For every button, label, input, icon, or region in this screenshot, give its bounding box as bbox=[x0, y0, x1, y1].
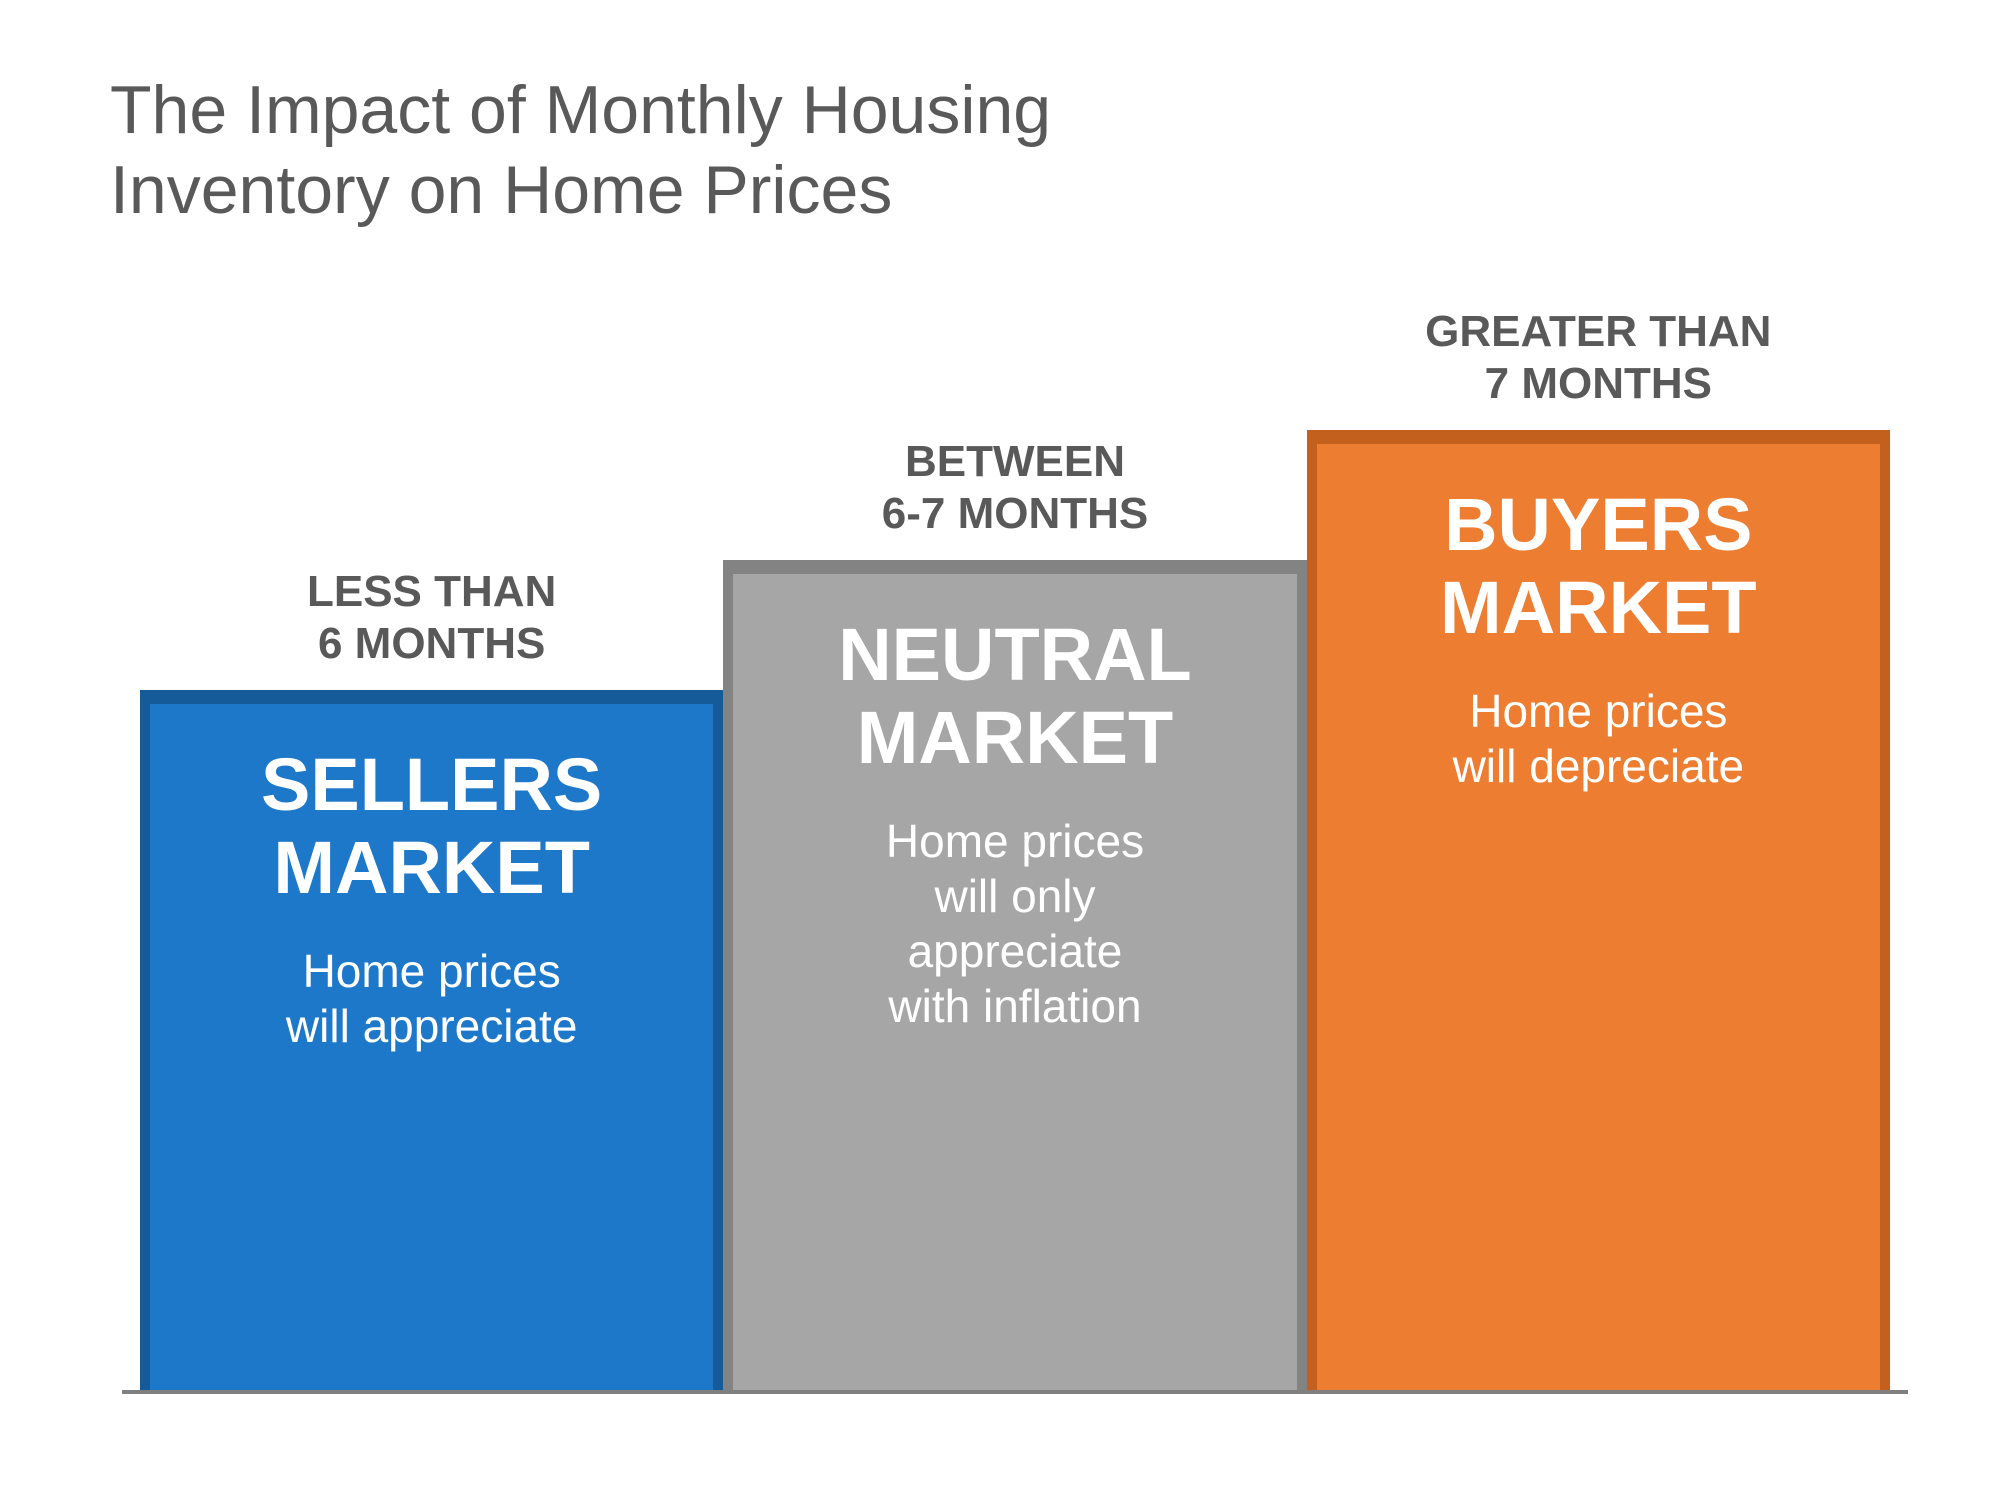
bar-buyers: BUYERS MARKET Home prices will depreciat… bbox=[1307, 430, 1890, 1390]
column-neutral: BETWEEN 6-7 MONTHS NEUTRAL MARKET Home p… bbox=[723, 436, 1306, 1390]
bar-face-buyers: BUYERS MARKET Home prices will depreciat… bbox=[1317, 444, 1880, 1390]
top-label-buyers: GREATER THAN 7 MONTHS bbox=[1307, 306, 1890, 410]
bar-right-edge bbox=[1297, 574, 1307, 1390]
bar-face-neutral: NEUTRAL MARKET Home prices will only app… bbox=[733, 574, 1296, 1390]
bar-left-edge bbox=[723, 574, 733, 1390]
bar-desc-neutral: Home prices will only appreciate with in… bbox=[886, 814, 1144, 1035]
bar-desc-sellers: Home prices will appreciate bbox=[286, 944, 577, 1054]
bar-columns: LESS THAN 6 MONTHS SELLERS MARKET Home p… bbox=[140, 340, 1890, 1390]
bar-face-sellers: SELLERS MARKET Home prices will apprecia… bbox=[150, 704, 713, 1390]
page: The Impact of Monthly Housing Inventory … bbox=[0, 0, 2000, 1500]
bar-top-edge bbox=[723, 560, 1306, 574]
bar-left-edge bbox=[1307, 444, 1317, 1390]
bar-left-edge bbox=[140, 704, 150, 1390]
bar-neutral: NEUTRAL MARKET Home prices will only app… bbox=[723, 560, 1306, 1390]
chart-baseline bbox=[122, 1390, 1908, 1394]
bar-right-edge bbox=[1880, 444, 1890, 1390]
bar-sellers: SELLERS MARKET Home prices will apprecia… bbox=[140, 690, 723, 1390]
column-sellers: LESS THAN 6 MONTHS SELLERS MARKET Home p… bbox=[140, 566, 723, 1390]
top-label-neutral: BETWEEN 6-7 MONTHS bbox=[723, 436, 1306, 540]
chart-area: LESS THAN 6 MONTHS SELLERS MARKET Home p… bbox=[140, 340, 1890, 1390]
column-buyers: GREATER THAN 7 MONTHS BUYERS MARKET Home… bbox=[1307, 306, 1890, 1390]
bar-right-edge bbox=[713, 704, 723, 1390]
bar-desc-buyers: Home prices will depreciate bbox=[1453, 684, 1744, 794]
top-label-sellers: LESS THAN 6 MONTHS bbox=[140, 566, 723, 670]
bar-top-edge bbox=[1307, 430, 1890, 444]
bar-top-edge bbox=[140, 690, 723, 704]
bar-heading-neutral: NEUTRAL MARKET bbox=[838, 614, 1192, 780]
page-title: The Impact of Monthly Housing Inventory … bbox=[110, 70, 1890, 230]
bar-heading-buyers: BUYERS MARKET bbox=[1440, 484, 1757, 650]
bar-heading-sellers: SELLERS MARKET bbox=[261, 744, 602, 910]
